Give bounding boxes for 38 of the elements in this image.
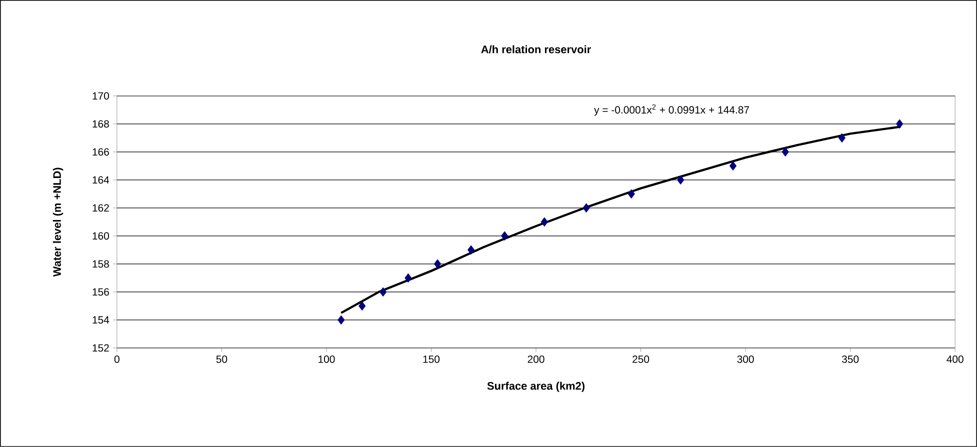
y-tick-label: 158: [92, 260, 109, 268]
y-tick-label: 164: [92, 176, 110, 184]
y-tick-label: 162: [92, 204, 109, 212]
y-tick-label: 152: [92, 344, 109, 352]
point: [358, 301, 366, 311]
point: [501, 231, 508, 241]
x-tick-label: 100: [318, 356, 335, 363]
x-tick-label: 400: [946, 356, 964, 363]
x-tick-label: 0: [114, 356, 120, 363]
point: [379, 287, 387, 297]
x-tick-label: 300: [737, 356, 754, 363]
chart-title: A/h relation reservoir: [481, 45, 591, 54]
point: [782, 147, 789, 157]
x-tick-label: 200: [528, 356, 544, 363]
x-axis-title: Surface area (km2): [487, 382, 584, 392]
point: [677, 175, 684, 185]
y-tick-label: 170: [92, 92, 109, 100]
point: [729, 161, 737, 171]
y-tick-label: 166: [92, 148, 109, 156]
point: [838, 133, 846, 143]
x-tick-label: 150: [423, 356, 440, 363]
annotation: y = -0.0001x$^{2}$ + 0.0991x + 144.87: [594, 104, 749, 116]
y-axis-title: Water level (m +NLD): [52, 168, 64, 277]
point: [582, 203, 590, 213]
point: [467, 245, 475, 255]
y-tick-label: 156: [92, 288, 109, 296]
point: [628, 189, 635, 199]
point: [540, 217, 548, 227]
point: [896, 119, 904, 129]
point: [338, 315, 345, 325]
y-tick-label: 168: [92, 120, 109, 128]
x-tick-label: 250: [632, 356, 650, 363]
point: [404, 273, 412, 283]
y-tick-label: 160: [92, 232, 109, 240]
point: [434, 259, 442, 269]
y-tick-label: 154: [92, 316, 110, 324]
x-tick-label: 350: [842, 356, 859, 363]
x-tick-label: 50: [216, 356, 228, 363]
